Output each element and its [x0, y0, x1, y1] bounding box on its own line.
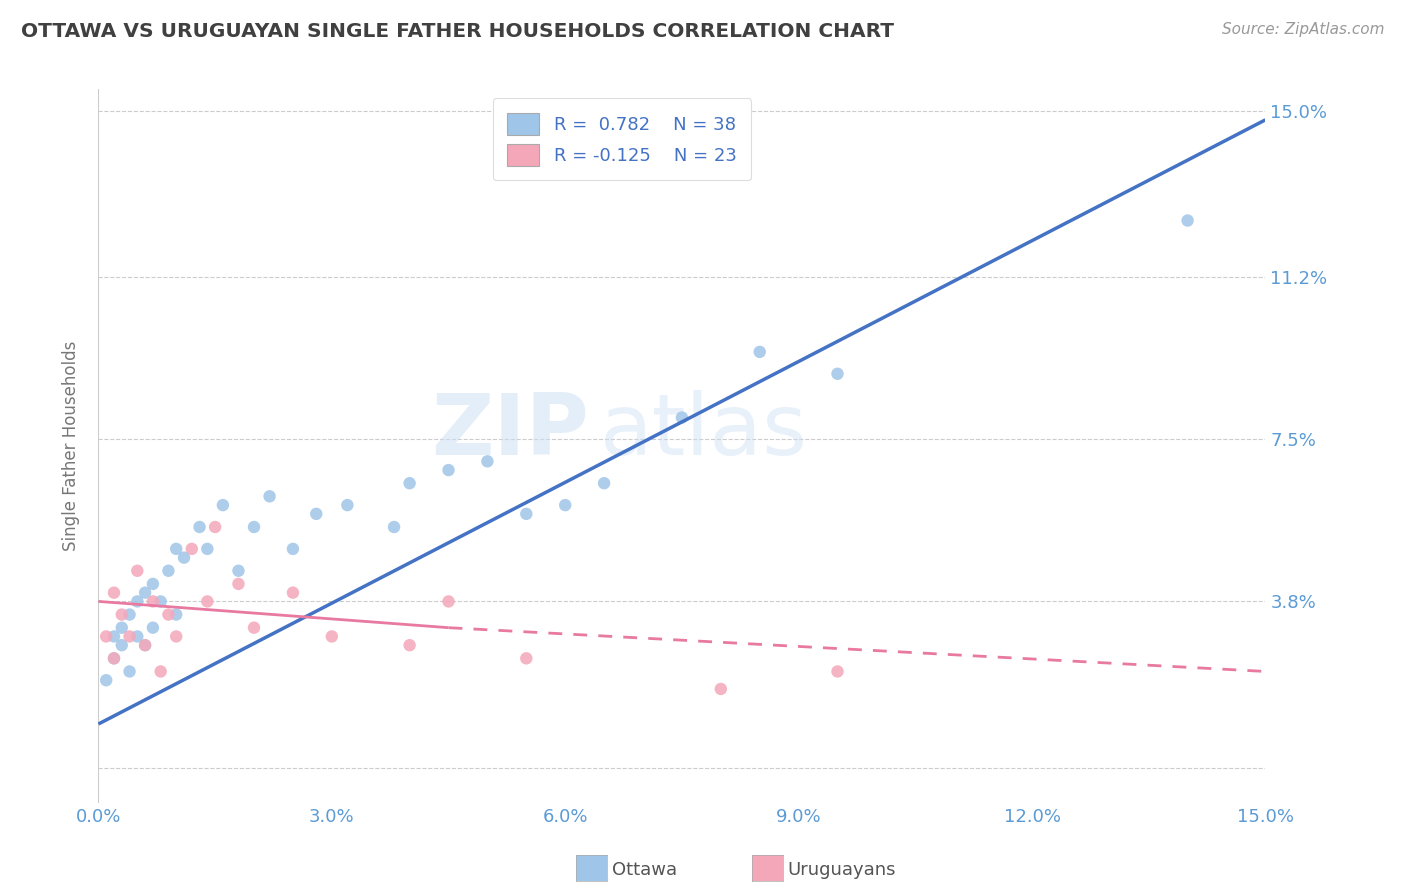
Point — [173, 550, 195, 565]
Point — [165, 541, 187, 556]
Point — [515, 507, 537, 521]
Point — [228, 564, 250, 578]
Text: Uruguayans: Uruguayans — [787, 861, 896, 879]
Y-axis label: Single Father Households: Single Father Households — [62, 341, 80, 551]
Point — [515, 651, 537, 665]
Point — [259, 489, 281, 503]
Point — [157, 607, 180, 622]
Text: atlas: atlas — [600, 390, 808, 474]
Point — [382, 520, 405, 534]
Point — [593, 476, 616, 491]
Point — [336, 498, 359, 512]
Point — [103, 651, 125, 665]
Point — [127, 629, 149, 643]
Point — [96, 629, 118, 643]
Point — [165, 607, 187, 622]
Point — [165, 629, 187, 643]
Point — [118, 607, 141, 622]
Point — [188, 520, 211, 534]
Point — [118, 665, 141, 679]
Point — [157, 564, 180, 578]
Point — [180, 541, 202, 556]
Text: Ottawa: Ottawa — [612, 861, 676, 879]
Point — [281, 541, 304, 556]
Point — [103, 585, 125, 599]
Text: ZIP: ZIP — [430, 390, 589, 474]
Point — [142, 577, 165, 591]
Point — [671, 410, 693, 425]
Point — [111, 621, 134, 635]
Point — [281, 585, 304, 599]
Point — [554, 498, 576, 512]
Point — [142, 594, 165, 608]
Point — [96, 673, 118, 688]
Point — [243, 520, 266, 534]
Point — [127, 594, 149, 608]
Point — [321, 629, 343, 643]
Point — [134, 585, 156, 599]
Point — [398, 638, 420, 652]
Point — [398, 476, 420, 491]
Legend: R =  0.782    N = 38, R = -0.125    N = 23: R = 0.782 N = 38, R = -0.125 N = 23 — [492, 98, 751, 180]
Point — [748, 344, 770, 359]
Point — [103, 629, 125, 643]
Text: OTTAWA VS URUGUAYAN SINGLE FATHER HOUSEHOLDS CORRELATION CHART: OTTAWA VS URUGUAYAN SINGLE FATHER HOUSEH… — [21, 22, 894, 41]
Point — [1177, 213, 1199, 227]
Point — [103, 651, 125, 665]
Point — [477, 454, 499, 468]
Point — [305, 507, 328, 521]
Point — [710, 681, 733, 696]
Text: Source: ZipAtlas.com: Source: ZipAtlas.com — [1222, 22, 1385, 37]
Point — [111, 607, 134, 622]
Point — [195, 594, 218, 608]
Point — [827, 665, 849, 679]
Point — [127, 564, 149, 578]
Point — [195, 541, 218, 556]
Point — [437, 463, 460, 477]
Point — [118, 629, 141, 643]
Point — [212, 498, 235, 512]
Point — [134, 638, 156, 652]
Point — [228, 577, 250, 591]
Point — [142, 621, 165, 635]
Point — [827, 367, 849, 381]
Point — [437, 594, 460, 608]
Point — [243, 621, 266, 635]
Point — [149, 594, 172, 608]
Point — [204, 520, 226, 534]
Point — [111, 638, 134, 652]
Point — [134, 638, 156, 652]
Point — [149, 665, 172, 679]
